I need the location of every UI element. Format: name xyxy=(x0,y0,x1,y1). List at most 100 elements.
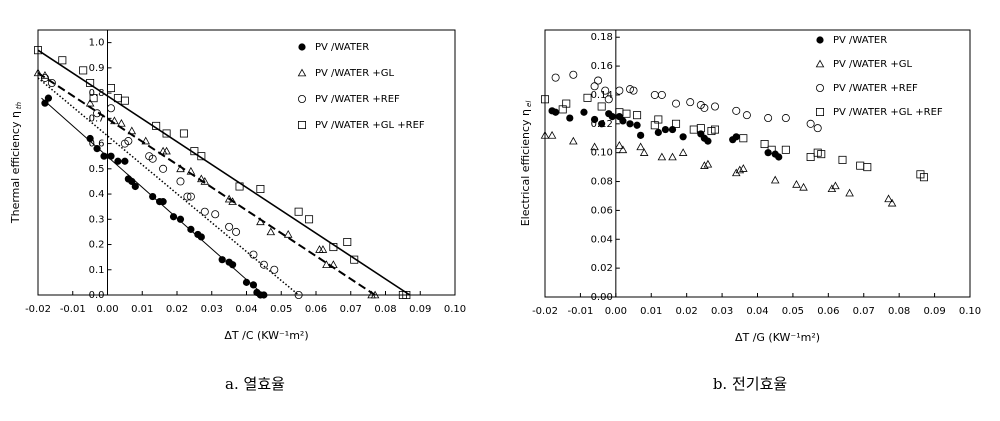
point xyxy=(654,115,663,124)
point xyxy=(211,210,220,219)
point xyxy=(696,124,705,133)
point xyxy=(228,197,237,205)
point xyxy=(197,174,206,183)
point xyxy=(629,86,638,95)
fit-line xyxy=(37,72,376,296)
point xyxy=(322,260,331,268)
point xyxy=(93,145,101,153)
x-tick-label: 0.03 xyxy=(711,306,733,317)
point xyxy=(569,136,578,145)
point xyxy=(863,163,872,172)
point xyxy=(149,192,157,201)
point xyxy=(187,225,195,233)
point xyxy=(551,73,560,82)
point xyxy=(678,148,688,156)
point xyxy=(58,56,67,65)
point xyxy=(260,291,268,299)
point xyxy=(622,109,631,118)
x-tick-label: 0.10 xyxy=(959,306,981,317)
x-tick-label: 0.07 xyxy=(853,306,875,317)
point xyxy=(668,152,677,161)
x-tick-label: 0.02 xyxy=(166,304,188,315)
point xyxy=(128,177,136,186)
legend-label: PV /WATER +GL +REF xyxy=(833,107,943,118)
fit-line xyxy=(37,77,300,296)
point xyxy=(89,94,98,103)
x-tick-label: 0.08 xyxy=(374,304,396,315)
x-tick-label: 0.07 xyxy=(340,304,362,315)
point xyxy=(190,147,199,156)
y-tick-label: 1.0 xyxy=(89,38,105,49)
x-axis-label: ΔT /C (KW⁻¹m²) xyxy=(224,329,308,342)
point xyxy=(806,153,815,162)
point xyxy=(256,217,265,226)
x-tick-label: 0.10 xyxy=(444,304,466,315)
point xyxy=(700,161,709,169)
point xyxy=(672,99,681,108)
point xyxy=(711,102,720,111)
legend-label: PV /WATER +GL xyxy=(833,59,913,70)
point xyxy=(121,157,129,165)
legend-label: PV /WATER xyxy=(833,35,887,46)
point xyxy=(566,114,574,122)
point xyxy=(79,66,88,75)
point xyxy=(735,165,745,174)
x-tick-label: -0.02 xyxy=(25,304,51,315)
point xyxy=(176,215,185,223)
x-tick-label: 0.08 xyxy=(888,306,910,317)
x-tick-label: -0.01 xyxy=(567,306,593,317)
point xyxy=(183,192,192,201)
point xyxy=(679,133,687,141)
y-axis-label-main: Electrical efficiency η xyxy=(519,109,532,226)
point xyxy=(732,133,740,141)
point xyxy=(148,154,157,163)
point xyxy=(106,84,115,93)
y-tick-label: 0.06 xyxy=(591,205,613,216)
point xyxy=(159,198,167,206)
point xyxy=(402,290,411,299)
legend-marker xyxy=(297,121,306,130)
point xyxy=(686,98,695,107)
point xyxy=(562,99,571,108)
x-tick-label: 0.06 xyxy=(817,306,839,317)
point xyxy=(235,182,244,191)
y-tick-label: 0.8 xyxy=(89,88,105,99)
y-tick-label: 0.5 xyxy=(89,164,105,175)
point xyxy=(742,111,751,120)
x-tick-label: 0.03 xyxy=(201,304,223,315)
point xyxy=(775,153,783,161)
point xyxy=(770,175,780,184)
point xyxy=(887,198,897,207)
point xyxy=(186,166,196,175)
fit-line xyxy=(37,49,411,296)
point xyxy=(792,180,801,188)
point xyxy=(127,126,137,135)
point xyxy=(86,79,95,88)
y-tick-label: 0.02 xyxy=(591,263,613,274)
y-tick-label: 0.2 xyxy=(89,240,105,251)
point xyxy=(626,120,634,128)
point xyxy=(615,141,624,149)
point xyxy=(547,130,557,139)
point xyxy=(633,111,642,120)
x-tick-label: 0.02 xyxy=(676,306,698,317)
point xyxy=(838,155,847,164)
point xyxy=(781,145,790,154)
legend-marker xyxy=(297,68,307,77)
point xyxy=(162,129,171,138)
legend-label: PV /WATER +GL xyxy=(315,68,395,79)
legend-label: PV /WATER +GL +REF xyxy=(315,120,425,131)
point xyxy=(633,121,641,129)
point xyxy=(569,70,578,79)
y-axis-label-sub: th xyxy=(15,102,23,109)
y-tick-label: 0.6 xyxy=(89,139,105,150)
point xyxy=(85,98,95,107)
point xyxy=(200,207,209,216)
legend-label: PV /WATER +REF xyxy=(833,83,918,94)
point xyxy=(197,233,205,241)
y-tick-label: 0.3 xyxy=(89,214,105,225)
point xyxy=(294,290,303,299)
x-tick-label: 0.01 xyxy=(131,304,153,315)
